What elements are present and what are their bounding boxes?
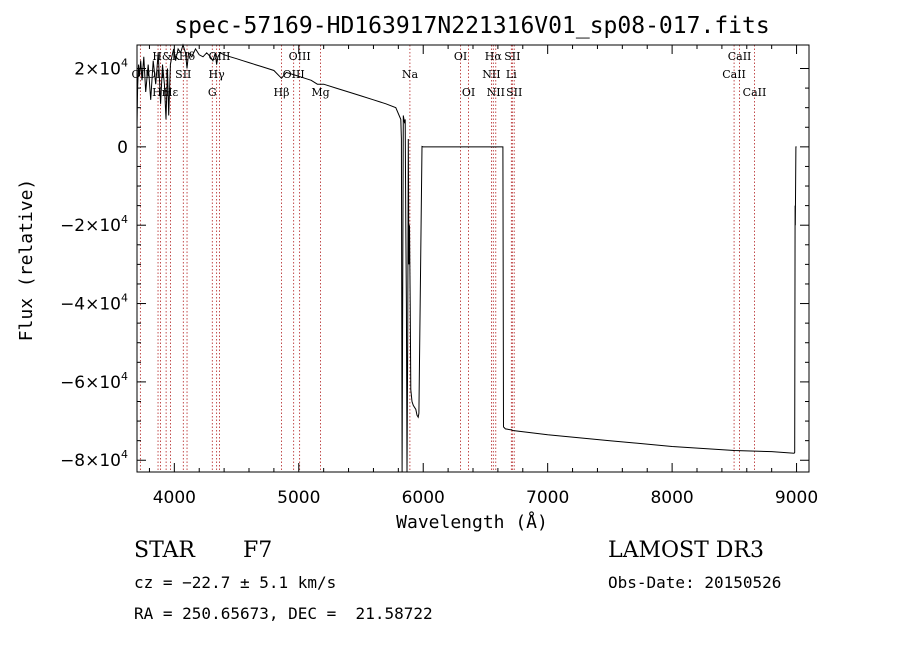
plot-frame: [136, 44, 810, 473]
spectral-line-label: SII: [506, 86, 522, 99]
spectral-line-label: OIII: [147, 68, 169, 81]
spectral-line-label: NII: [482, 68, 500, 81]
spectral-line-label: OIII: [289, 50, 311, 63]
y-tick-label: −8×104: [60, 448, 128, 471]
spectrum-chart: spec-57169-HD163917N221316V01_sp08-017.f…: [16, 13, 818, 533]
spectrum-line: [136, 43, 797, 473]
y-axis-ticks: 2×104 0 −2×104 −4×104 −6×104 −8×104: [60, 57, 809, 471]
line-markers: [139, 45, 755, 472]
coordinates: RA = 250.65673, DEC = 21.58722: [134, 604, 433, 623]
y-tick-label: 0: [117, 138, 128, 158]
spectral-line-label: H&K: [152, 50, 180, 63]
line-labels: H&KOIIOIIIHnHεSIIHδHγGOIIIHβOIIIOIIIMgNa…: [132, 50, 767, 99]
spectral-line-label: CaII: [722, 68, 746, 81]
spectral-line-label: CaII: [743, 86, 767, 99]
obs-date: Obs-Date: 20150526: [608, 573, 782, 592]
spectral-line-label: Mg: [311, 86, 329, 99]
redshift-cz: cz = −22.7 ± 5.1 km/s: [134, 573, 337, 592]
spectral-line-label: NII: [487, 86, 505, 99]
object-subclass: F7: [243, 538, 273, 563]
chart-title: spec-57169-HD163917N221316V01_sp08-017.f…: [174, 13, 769, 39]
y-axis-label: Flux (relative): [16, 179, 37, 342]
spectral-line-label: G: [208, 86, 217, 99]
y-tick-label: 2×104: [74, 57, 128, 80]
spectral-line-label: OI: [454, 50, 467, 63]
x-tick-label: 9000: [775, 488, 818, 508]
x-tick-label: 5000: [277, 488, 320, 508]
x-axis-label: Wavelength (Å): [396, 511, 548, 533]
x-tick-label: 6000: [402, 488, 445, 508]
x-tick-label: 7000: [526, 488, 569, 508]
object-class: STAR: [134, 538, 195, 563]
spectral-line-label: SII: [175, 68, 191, 81]
y-tick-label: −4×104: [60, 292, 128, 315]
y-tick-label: −6×104: [60, 370, 128, 393]
spectral-line-label: CaII: [728, 50, 752, 63]
spectral-line-label: OI: [462, 86, 475, 99]
spectral-line-label: Li: [506, 68, 517, 81]
spectral-line-label: Hβ: [274, 86, 290, 99]
spectral-line-label: SII: [504, 50, 520, 63]
survey-name: LAMOST DR3: [608, 538, 764, 563]
x-axis-ticks: 4000 5000 6000 7000 8000 9000: [148, 45, 818, 508]
spectral-line-label: Na: [402, 68, 419, 81]
spectral-line-label: Hδ: [179, 50, 196, 63]
x-tick-label: 4000: [153, 488, 196, 508]
y-tick-label: −2×104: [60, 213, 128, 236]
spectral-line-label: Hγ: [209, 68, 226, 81]
spectral-line-label: OIII: [208, 50, 230, 63]
x-tick-label: 8000: [650, 488, 693, 508]
spectral-line-label: Hα: [485, 50, 503, 63]
